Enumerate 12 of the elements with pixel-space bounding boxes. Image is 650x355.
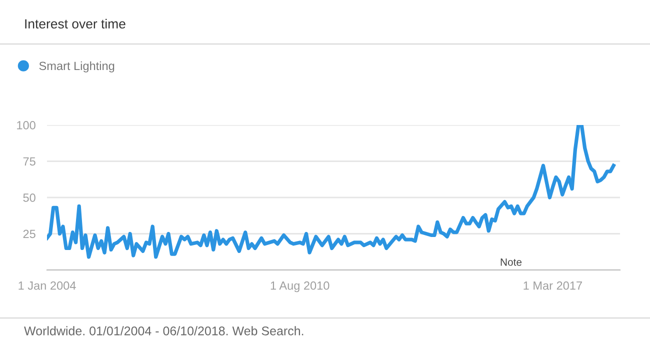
- x-tick-label: 1 Mar 2017: [524, 281, 582, 290]
- text: Worldwide. 01/01/2004 - 06/10/2018. Web Search.: [24, 326, 304, 336]
- line-series: [47, 125, 616, 259]
- y-tick-label: 25: [23, 230, 36, 238]
- chart-title: Interest over time: [25, 18, 126, 29]
- y-tick-label: 75: [23, 157, 36, 166]
- x-tick-label: 1 Aug 2010: [270, 281, 330, 292]
- legend-label: Smart Lighting: [39, 61, 114, 72]
- y-tick-label: 50: [23, 194, 36, 202]
- annotation: Note: [500, 258, 522, 266]
- x-tick-label: 1 Jan 2004: [18, 281, 76, 290]
- y-tick-label: 100: [17, 121, 36, 130]
